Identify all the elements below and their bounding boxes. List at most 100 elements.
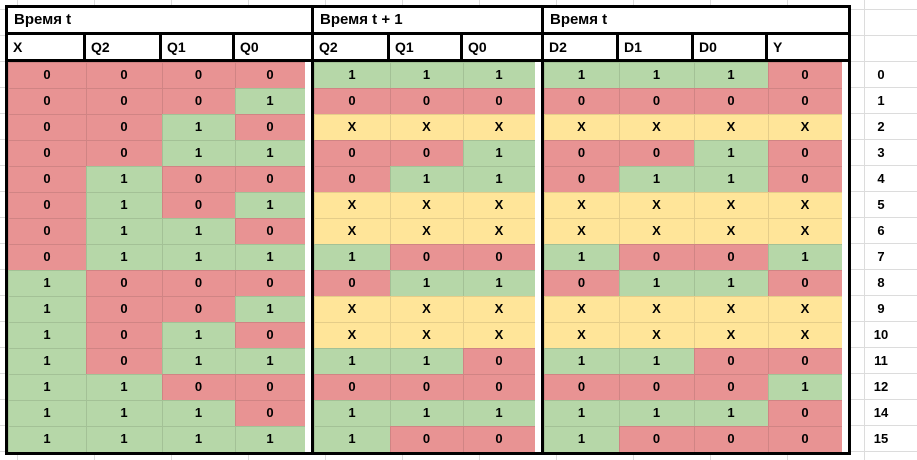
value-cell[interactable]: 1 bbox=[544, 244, 619, 270]
value-cell[interactable]: 0 bbox=[314, 270, 390, 296]
value-cell[interactable]: 0 bbox=[463, 244, 535, 270]
value-cell[interactable]: 0 bbox=[694, 244, 768, 270]
value-cell[interactable]: 0 bbox=[235, 62, 305, 88]
value-cell[interactable]: 0 bbox=[768, 426, 842, 452]
value-cell[interactable]: 0 bbox=[694, 426, 768, 452]
value-cell[interactable]: X bbox=[768, 296, 842, 322]
value-cell[interactable]: 1 bbox=[162, 114, 235, 140]
value-cell[interactable]: 1 bbox=[390, 166, 463, 192]
value-cell[interactable]: 0 bbox=[235, 166, 305, 192]
value-cell[interactable]: 0 bbox=[768, 400, 842, 426]
value-cell[interactable]: 0 bbox=[162, 270, 235, 296]
group-header-time-t-plus-1[interactable]: Время t + 1 bbox=[314, 8, 541, 35]
value-cell[interactable]: 1 bbox=[619, 62, 694, 88]
value-cell[interactable]: 0 bbox=[463, 426, 535, 452]
value-cell[interactable]: X bbox=[768, 114, 842, 140]
value-cell[interactable]: 0 bbox=[8, 140, 86, 166]
value-cell[interactable]: X bbox=[694, 296, 768, 322]
value-cell[interactable]: 0 bbox=[8, 62, 86, 88]
value-cell[interactable]: 1 bbox=[86, 426, 162, 452]
value-cell[interactable]: 1 bbox=[619, 166, 694, 192]
row-number[interactable]: 14 bbox=[873, 405, 889, 420]
value-cell[interactable]: 1 bbox=[544, 426, 619, 452]
column-header-d2[interactable]: D2 bbox=[544, 35, 619, 59]
value-cell[interactable]: 0 bbox=[8, 192, 86, 218]
value-cell[interactable]: X bbox=[619, 192, 694, 218]
value-cell[interactable]: 0 bbox=[390, 374, 463, 400]
value-cell[interactable]: X bbox=[694, 114, 768, 140]
value-cell[interactable]: X bbox=[544, 322, 619, 348]
value-cell[interactable]: 0 bbox=[694, 374, 768, 400]
value-cell[interactable]: 1 bbox=[544, 400, 619, 426]
value-cell[interactable]: 1 bbox=[8, 400, 86, 426]
value-cell[interactable]: 0 bbox=[235, 114, 305, 140]
value-cell[interactable]: 0 bbox=[235, 218, 305, 244]
value-cell[interactable]: 1 bbox=[86, 400, 162, 426]
value-cell[interactable]: 0 bbox=[162, 374, 235, 400]
value-cell[interactable]: 0 bbox=[390, 88, 463, 114]
value-cell[interactable]: X bbox=[463, 192, 535, 218]
value-cell[interactable]: X bbox=[544, 218, 619, 244]
value-cell[interactable]: 0 bbox=[86, 114, 162, 140]
value-cell[interactable]: 1 bbox=[463, 62, 535, 88]
value-cell[interactable]: 0 bbox=[619, 140, 694, 166]
value-cell[interactable]: 0 bbox=[8, 218, 86, 244]
row-number[interactable]: 15 bbox=[873, 431, 889, 446]
value-cell[interactable]: 1 bbox=[162, 400, 235, 426]
row-number[interactable]: 10 bbox=[873, 327, 889, 342]
column-header-y[interactable]: Y bbox=[768, 35, 842, 59]
value-cell[interactable]: 1 bbox=[235, 244, 305, 270]
value-cell[interactable]: 1 bbox=[86, 374, 162, 400]
value-cell[interactable]: 0 bbox=[768, 140, 842, 166]
value-cell[interactable]: X bbox=[619, 114, 694, 140]
column-header-q2[interactable]: Q2 bbox=[314, 35, 390, 59]
value-cell[interactable]: 0 bbox=[768, 270, 842, 296]
value-cell[interactable]: 0 bbox=[619, 374, 694, 400]
value-cell[interactable]: 0 bbox=[86, 296, 162, 322]
value-cell[interactable]: 0 bbox=[86, 88, 162, 114]
value-cell[interactable]: 0 bbox=[544, 374, 619, 400]
column-header-x[interactable]: X bbox=[8, 35, 86, 59]
value-cell[interactable]: 1 bbox=[162, 322, 235, 348]
value-cell[interactable]: 1 bbox=[694, 270, 768, 296]
value-cell[interactable]: 0 bbox=[86, 322, 162, 348]
column-header-q0[interactable]: Q0 bbox=[463, 35, 535, 59]
value-cell[interactable]: X bbox=[463, 218, 535, 244]
column-header-q1[interactable]: Q1 bbox=[162, 35, 235, 59]
value-cell[interactable]: 0 bbox=[390, 426, 463, 452]
value-cell[interactable]: X bbox=[544, 192, 619, 218]
value-cell[interactable]: 1 bbox=[8, 426, 86, 452]
value-cell[interactable]: 0 bbox=[235, 400, 305, 426]
value-cell[interactable]: 0 bbox=[8, 88, 86, 114]
value-cell[interactable]: 0 bbox=[390, 244, 463, 270]
value-cell[interactable]: 1 bbox=[694, 400, 768, 426]
value-cell[interactable]: 0 bbox=[463, 374, 535, 400]
value-cell[interactable]: 1 bbox=[314, 62, 390, 88]
value-cell[interactable]: 1 bbox=[463, 140, 535, 166]
value-cell[interactable]: 0 bbox=[8, 166, 86, 192]
value-cell[interactable]: 1 bbox=[235, 348, 305, 374]
value-cell[interactable]: 1 bbox=[694, 166, 768, 192]
value-cell[interactable]: 1 bbox=[8, 296, 86, 322]
value-cell[interactable]: 0 bbox=[162, 62, 235, 88]
value-cell[interactable]: 1 bbox=[314, 400, 390, 426]
value-cell[interactable]: X bbox=[694, 192, 768, 218]
value-cell[interactable]: 0 bbox=[619, 244, 694, 270]
value-cell[interactable]: X bbox=[390, 218, 463, 244]
value-cell[interactable]: 1 bbox=[619, 270, 694, 296]
value-cell[interactable]: 0 bbox=[86, 348, 162, 374]
value-cell[interactable]: 1 bbox=[463, 400, 535, 426]
value-cell[interactable]: X bbox=[390, 192, 463, 218]
value-cell[interactable]: 0 bbox=[235, 374, 305, 400]
value-cell[interactable]: 0 bbox=[768, 88, 842, 114]
value-cell[interactable]: 1 bbox=[162, 426, 235, 452]
row-number[interactable]: 2 bbox=[877, 119, 885, 134]
value-cell[interactable]: X bbox=[768, 192, 842, 218]
value-cell[interactable]: 1 bbox=[235, 192, 305, 218]
value-cell[interactable]: X bbox=[694, 218, 768, 244]
value-cell[interactable]: 1 bbox=[768, 244, 842, 270]
value-cell[interactable]: 0 bbox=[768, 62, 842, 88]
value-cell[interactable]: 1 bbox=[235, 426, 305, 452]
value-cell[interactable]: 0 bbox=[694, 88, 768, 114]
column-header-d1[interactable]: D1 bbox=[619, 35, 694, 59]
